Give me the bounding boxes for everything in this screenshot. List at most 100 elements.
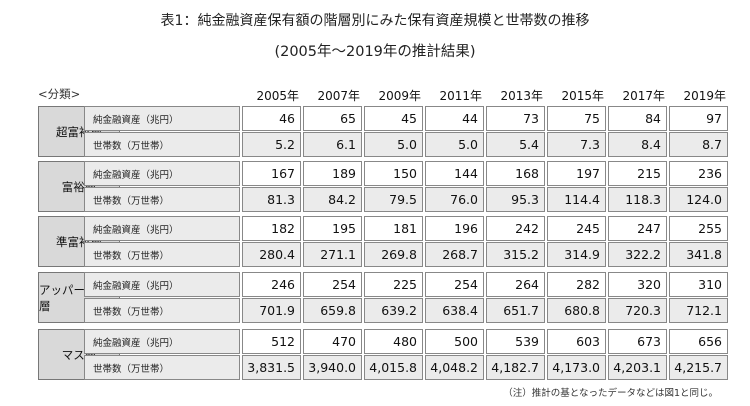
group-block: アッパーマス層 純金融資産（兆円） 246 254 225 254 264 282 320 310… bbox=[38, 272, 728, 324]
household-value-cell: 124.0 bbox=[669, 187, 728, 212]
asset-value-cell: 470 bbox=[303, 329, 362, 354]
asset-value-cell: 255 bbox=[669, 216, 728, 241]
household-value-cell: 8.4 bbox=[608, 132, 667, 157]
household-value-cell: 659.8 bbox=[303, 298, 362, 323]
asset-value-cell: 84 bbox=[608, 106, 667, 131]
household-value-cell: 639.2 bbox=[364, 298, 423, 323]
asset-value-cell: 65 bbox=[303, 106, 362, 131]
metric-label-assets: 純金融資産（兆円） bbox=[84, 272, 240, 297]
household-value-cell: 5.0 bbox=[425, 132, 484, 157]
household-value-cell: 315.2 bbox=[486, 242, 545, 267]
asset-value-cell: 480 bbox=[364, 329, 423, 354]
year-header: 2011年 bbox=[439, 89, 482, 103]
asset-value-cell: 168 bbox=[486, 161, 545, 186]
asset-value-cell: 97 bbox=[669, 106, 728, 131]
group-block: 準富裕層 純金融資産（兆円） 182 195 181 196 242 245 247 255 世帯数… bbox=[38, 216, 728, 268]
asset-value-cell: 73 bbox=[486, 106, 545, 131]
household-value-cell: 4,048.2 bbox=[425, 355, 484, 380]
asset-value-cell: 500 bbox=[425, 329, 484, 354]
household-value-cell: 7.3 bbox=[547, 132, 606, 157]
household-value-cell: 4,182.7 bbox=[486, 355, 545, 380]
group-block: 超富裕層 純金融資産（兆円） 46 65 45 44 73 75 84 97 世帯数（万世帯） 5.2… bbox=[38, 106, 728, 158]
household-value-cell: 4,215.7 bbox=[669, 355, 728, 380]
table-subtitle: (2005年～2019年の推計結果) bbox=[274, 44, 476, 60]
asset-value-cell: 150 bbox=[364, 161, 423, 186]
metric-label-assets: 純金融資産（兆円） bbox=[84, 216, 240, 241]
asset-value-cell: 656 bbox=[669, 329, 728, 354]
household-value-cell: 5.2 bbox=[242, 132, 301, 157]
household-value-cell: 268.7 bbox=[425, 242, 484, 267]
year-header: 2005年 bbox=[256, 89, 299, 103]
household-value-cell: 81.3 bbox=[242, 187, 301, 212]
household-value-cell: 8.7 bbox=[669, 132, 728, 157]
table-title: 表1：純金融資産保有額の階層別にみた保有資産規模と世帯数の推移 bbox=[160, 13, 590, 29]
household-value-cell: 5.4 bbox=[486, 132, 545, 157]
asset-value-cell: 197 bbox=[547, 161, 606, 186]
asset-value-cell: 247 bbox=[608, 216, 667, 241]
asset-value-cell: 181 bbox=[364, 216, 423, 241]
household-value-cell: 95.3 bbox=[486, 187, 545, 212]
year-header: 2007年 bbox=[317, 89, 360, 103]
household-value-cell: 651.7 bbox=[486, 298, 545, 323]
household-value-cell: 712.1 bbox=[669, 298, 728, 323]
asset-value-cell: 167 bbox=[242, 161, 301, 186]
metric-label-households: 世帯数（万世帯） bbox=[84, 298, 240, 323]
household-value-cell: 314.9 bbox=[547, 242, 606, 267]
metric-label-households: 世帯数（万世帯） bbox=[84, 132, 240, 157]
asset-value-cell: 195 bbox=[303, 216, 362, 241]
household-value-cell: 3,940.0 bbox=[303, 355, 362, 380]
household-value-cell: 4,015.8 bbox=[364, 355, 423, 380]
year-header: 2017年 bbox=[622, 89, 665, 103]
metric-label-households: 世帯数（万世帯） bbox=[84, 187, 240, 212]
household-value-cell: 5.0 bbox=[364, 132, 423, 157]
household-value-cell: 79.5 bbox=[364, 187, 423, 212]
household-value-cell: 271.1 bbox=[303, 242, 362, 267]
asset-value-cell: 673 bbox=[608, 329, 667, 354]
asset-value-cell: 320 bbox=[608, 272, 667, 297]
asset-value-cell: 189 bbox=[303, 161, 362, 186]
household-value-cell: 84.2 bbox=[303, 187, 362, 212]
asset-value-cell: 46 bbox=[242, 106, 301, 131]
asset-value-cell: 182 bbox=[242, 216, 301, 241]
household-value-cell: 280.4 bbox=[242, 242, 301, 267]
asset-value-cell: 310 bbox=[669, 272, 728, 297]
category-label: <分類> bbox=[38, 87, 81, 101]
asset-value-cell: 242 bbox=[486, 216, 545, 241]
household-value-cell: 269.8 bbox=[364, 242, 423, 267]
metric-label-assets: 純金融資産（兆円） bbox=[84, 329, 240, 354]
household-value-cell: 701.9 bbox=[242, 298, 301, 323]
asset-value-cell: 512 bbox=[242, 329, 301, 354]
asset-value-cell: 539 bbox=[486, 329, 545, 354]
household-value-cell: 76.0 bbox=[425, 187, 484, 212]
household-value-cell: 6.1 bbox=[303, 132, 362, 157]
asset-value-cell: 254 bbox=[425, 272, 484, 297]
household-value-cell: 341.8 bbox=[669, 242, 728, 267]
group-block: マス層 純金融資産（兆円） 512 470 480 500 539 603 673 656 世帯数（… bbox=[38, 329, 728, 381]
asset-value-cell: 75 bbox=[547, 106, 606, 131]
asset-value-cell: 264 bbox=[486, 272, 545, 297]
year-header: 2013年 bbox=[500, 89, 543, 103]
year-header: 2015年 bbox=[561, 89, 604, 103]
asset-value-cell: 144 bbox=[425, 161, 484, 186]
asset-value-cell: 44 bbox=[425, 106, 484, 131]
household-value-cell: 4,173.0 bbox=[547, 355, 606, 380]
household-value-cell: 720.3 bbox=[608, 298, 667, 323]
household-value-cell: 114.4 bbox=[547, 187, 606, 212]
metric-label-assets: 純金融資産（兆円） bbox=[84, 106, 240, 131]
metric-label-households: 世帯数（万世帯） bbox=[84, 242, 240, 267]
household-value-cell: 3,831.5 bbox=[242, 355, 301, 380]
year-header: 2009年 bbox=[378, 89, 421, 103]
year-header: 2019年 bbox=[683, 89, 726, 103]
asset-value-cell: 45 bbox=[364, 106, 423, 131]
asset-value-cell: 245 bbox=[547, 216, 606, 241]
asset-value-cell: 236 bbox=[669, 161, 728, 186]
household-value-cell: 680.8 bbox=[547, 298, 606, 323]
asset-value-cell: 282 bbox=[547, 272, 606, 297]
household-value-cell: 638.4 bbox=[425, 298, 484, 323]
footnote: （注）推計の基となったデータなどは図1と同じ。 bbox=[503, 388, 718, 399]
asset-value-cell: 225 bbox=[364, 272, 423, 297]
metric-label-households: 世帯数（万世帯） bbox=[84, 355, 240, 380]
asset-value-cell: 215 bbox=[608, 161, 667, 186]
asset-value-cell: 196 bbox=[425, 216, 484, 241]
